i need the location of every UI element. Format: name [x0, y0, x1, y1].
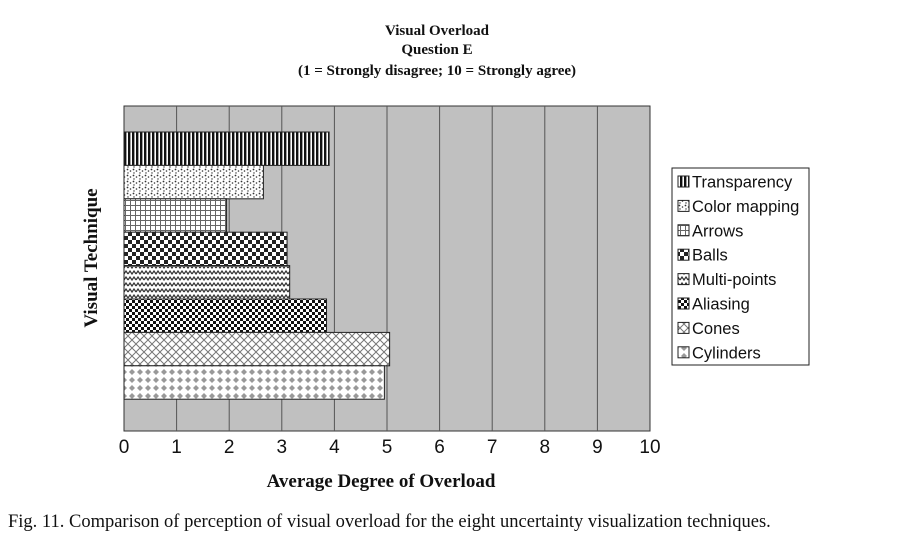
legend-label: Cones [692, 320, 740, 338]
legend-label: Cylinders [692, 344, 761, 362]
x-tick-labels: 0 1 2 3 4 5 6 7 8 9 10 [119, 437, 661, 458]
x-tick-label: 3 [277, 437, 288, 458]
y-axis-label: Visual Technique [81, 188, 102, 327]
x-tick-label: 2 [224, 437, 235, 458]
bar-cylinders [123, 365, 385, 400]
x-tick-label: 7 [487, 437, 498, 458]
bar-transparency [123, 131, 330, 166]
bar-chart: Visual Overload Question E (1 = Strongly… [81, 23, 810, 492]
legend-swatch [677, 248, 690, 261]
bar-cones [123, 331, 391, 367]
x-tick-label: 6 [434, 437, 445, 458]
legend-label: Arrows [692, 222, 743, 240]
legend-swatch [677, 175, 690, 188]
bar-aliasing [123, 298, 328, 333]
legend-swatch [677, 346, 690, 359]
x-tick-label: 5 [382, 437, 393, 458]
legend-swatch [677, 199, 690, 212]
chart-subtitle: Question E [401, 42, 472, 58]
legend-swatch [677, 224, 690, 237]
bar-color-mapping [123, 164, 264, 200]
legend-swatch [677, 297, 690, 310]
legend-swatch [677, 321, 690, 334]
x-tick-label: 1 [171, 437, 182, 458]
chart-subtitle-scale: (1 = Strongly disagree; 10 = Strongly ag… [298, 63, 576, 79]
chart-title: Visual Overload [385, 23, 490, 39]
x-axis-label: Average Degree of Overload [267, 471, 496, 492]
figure-caption: Fig. 11. Comparison of perception of vis… [8, 512, 771, 532]
legend-label: Balls [692, 247, 728, 265]
bars [123, 131, 391, 400]
legend-box [671, 167, 810, 366]
x-tick-label: 0 [119, 437, 130, 458]
bar-balls [123, 231, 288, 267]
x-tick-label: 10 [639, 437, 660, 458]
x-tick-label: 8 [540, 437, 551, 458]
bar-arrows [123, 198, 228, 233]
legend-label: Transparency [692, 174, 793, 192]
legend: Transparency Color mapping Arrows Balls Mult… [671, 167, 810, 366]
legend-label: Color mapping [692, 198, 799, 216]
bar-multi-points [123, 265, 291, 300]
x-tick-label: 4 [329, 437, 340, 458]
x-tick-label: 9 [592, 437, 603, 458]
legend-swatch [677, 273, 690, 286]
legend-label: Aliasing [692, 296, 750, 314]
legend-label: Multi-points [692, 271, 776, 289]
